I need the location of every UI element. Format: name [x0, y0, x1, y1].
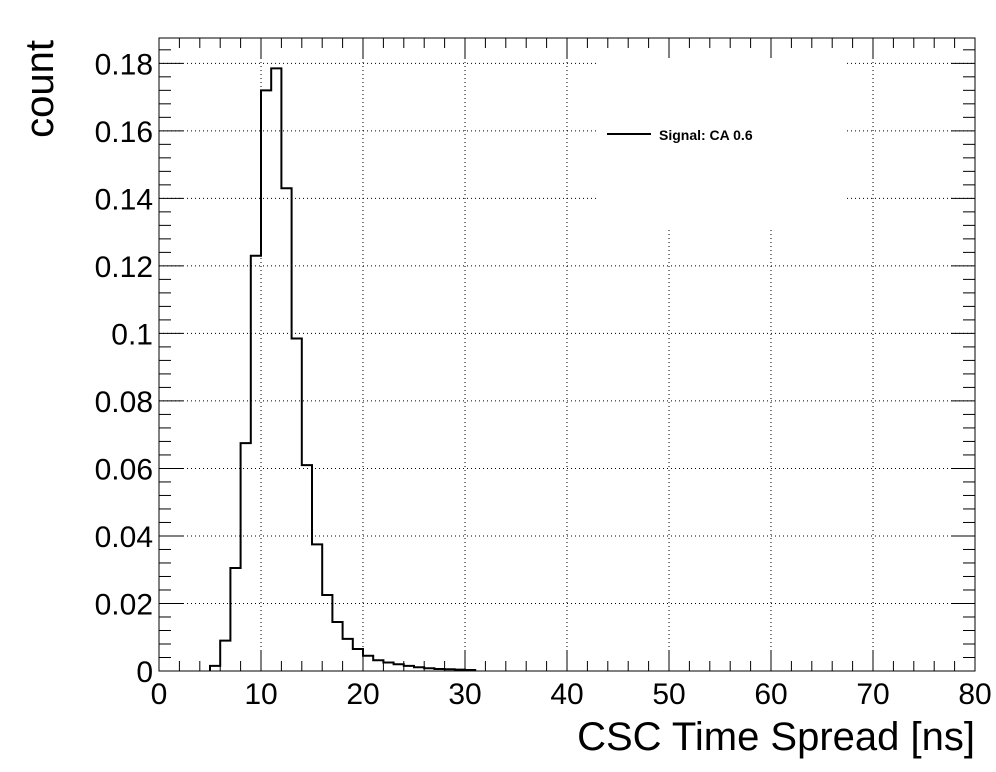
y-tick-label-4: 0.08 — [95, 386, 153, 419]
x-tick-label-5: 50 — [652, 678, 685, 711]
grid-lines — [159, 38, 975, 671]
y-tick-label-1: 0.02 — [95, 588, 153, 621]
x-tick-label-3: 30 — [448, 678, 481, 711]
y-tick-label-6: 0.12 — [95, 251, 153, 284]
y-tick-label-2: 0.04 — [95, 521, 153, 554]
x-tick-label-1: 10 — [244, 678, 277, 711]
x-tick-label-6: 60 — [754, 678, 787, 711]
x-tick-label-4: 40 — [550, 678, 583, 711]
legend-label-signal: Signal: CA 0.6 — [659, 127, 753, 143]
x-tick-label-7: 70 — [856, 678, 889, 711]
x-tick-label-8: 80 — [958, 678, 991, 711]
y-tick-label-7: 0.14 — [95, 183, 153, 216]
tick-labels: 0 10 20 30 40 50 60 70 80 0 0.02 0.04 0.06 0.08 0.1 0.1… — [95, 48, 992, 711]
legend: Signal: CA 0.6 — [607, 127, 753, 143]
y-axis-title: count — [18, 40, 62, 138]
x-axis-title: CSC Time Spread [ns] — [577, 715, 975, 759]
y-tick-label-9: 0.18 — [95, 48, 153, 81]
y-tick-label-3: 0.06 — [95, 453, 153, 486]
y-tick-label-0: 0 — [136, 656, 153, 689]
x-tick-label-0: 0 — [151, 678, 168, 711]
y-tick-label-5: 0.1 — [111, 318, 153, 351]
histogram-series-signal — [209, 67, 477, 671]
x-tick-label-2: 20 — [346, 678, 379, 711]
y-tick-label-8: 0.16 — [95, 116, 153, 149]
axis-ticks — [158, 38, 976, 672]
series-layer — [209, 67, 477, 671]
